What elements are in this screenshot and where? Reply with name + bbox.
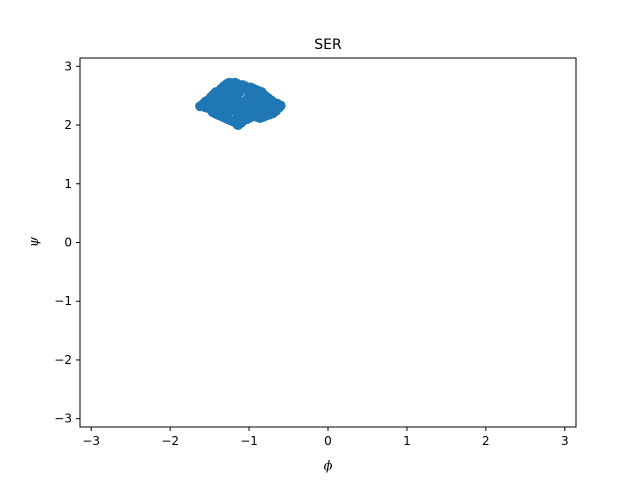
x-tick-label: 0 — [324, 434, 332, 448]
x-tick-label: −2 — [161, 434, 179, 448]
y-tick-label: 3 — [64, 59, 72, 73]
data-point — [275, 100, 286, 111]
y-axis-label: ψ — [27, 236, 42, 247]
data-point — [256, 103, 267, 114]
y-tick-label: 0 — [64, 236, 72, 250]
data-point — [236, 117, 247, 128]
y-tick-label: −3 — [54, 412, 72, 426]
chart-title: SER — [314, 37, 342, 53]
x-axis: −3 −2 −1 0 1 2 3 — [82, 427, 569, 448]
plot-frame — [79, 57, 577, 428]
y-tick-label: 2 — [64, 118, 72, 132]
x-tick-label: −1 — [240, 434, 258, 448]
y-axis: −3 −2 −1 0 1 2 3 — [54, 59, 80, 426]
data-points — [195, 77, 286, 131]
y-tick-label: −2 — [54, 353, 72, 367]
y-tick-label: −1 — [54, 294, 72, 308]
data-point — [248, 96, 259, 107]
x-tick-label: 3 — [561, 434, 569, 448]
y-tick-label: 1 — [64, 177, 72, 191]
x-axis-label: ϕ — [324, 459, 333, 474]
x-tick-label: −3 — [82, 434, 100, 448]
x-tick-label: 1 — [403, 434, 411, 448]
x-tick-label: 2 — [482, 434, 490, 448]
